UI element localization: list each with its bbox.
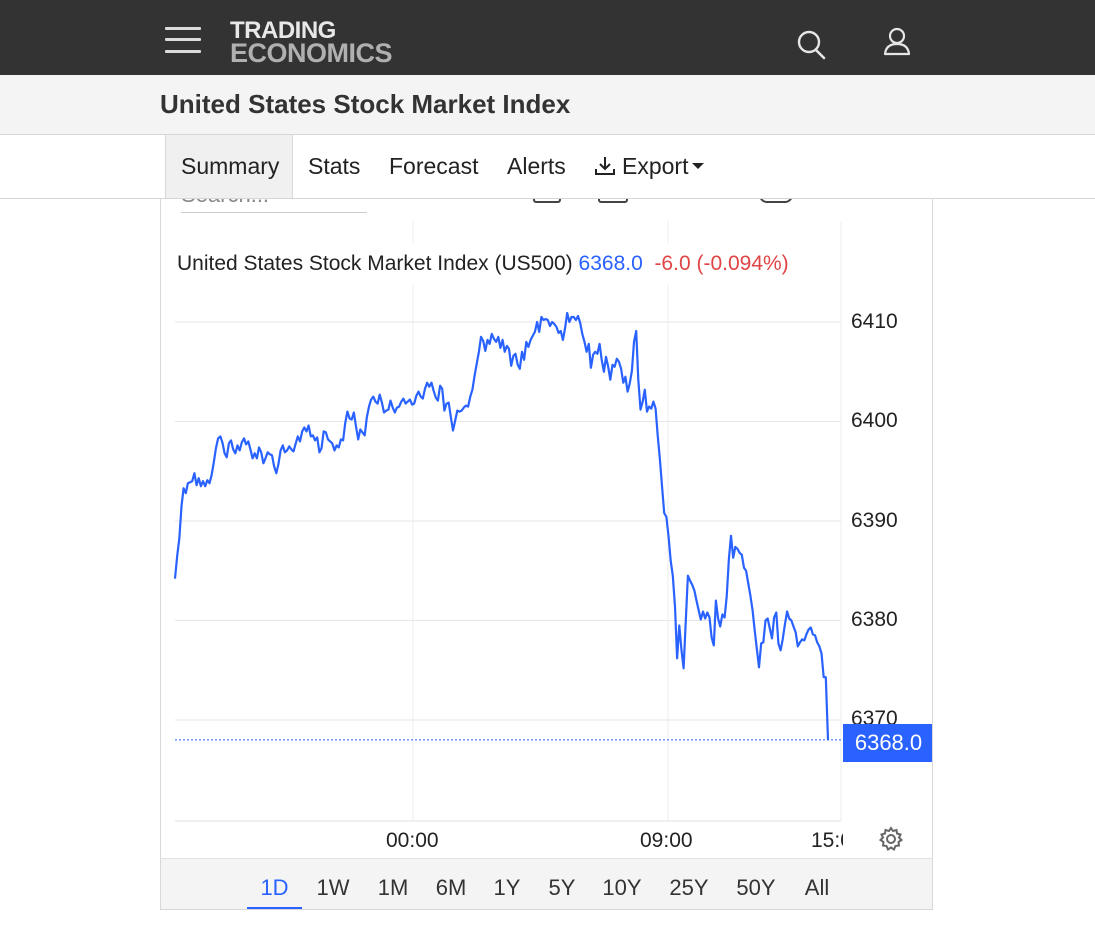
range-all-button[interactable]: All (804, 875, 830, 900)
logo-line-2: ECONOMICS (230, 38, 393, 68)
range-1y-button[interactable]: 1Y (493, 875, 521, 900)
tab-alerts[interactable]: Alerts (507, 135, 566, 198)
legend-price: 6368.0 (578, 252, 643, 275)
y-tick-label: 6400 (851, 409, 898, 432)
legend-series-name: United States Stock Market Index (US500) (177, 252, 573, 275)
range-6m-button[interactable]: 6M (435, 875, 467, 900)
tab-forecast[interactable]: Forecast (389, 135, 478, 198)
user-icon[interactable] (882, 26, 912, 58)
price-chart[interactable] (161, 191, 933, 858)
chart-grid (175, 221, 842, 822)
tab-forecast-label: Forecast (389, 153, 479, 179)
range-5y-button[interactable]: 5Y (548, 875, 576, 900)
top-nav-bar: TRADING ECONOMICS (0, 0, 1095, 75)
logo-line-1: TRADING (230, 17, 336, 44)
range-50y-button[interactable]: 50Y (736, 875, 776, 900)
x-tick-label: 00:00 (386, 829, 439, 852)
x-tick-label: 15:0 (811, 829, 843, 852)
range-1m-button[interactable]: 1M (377, 875, 409, 900)
legend-change: -6.0 (-0.094%) (654, 252, 789, 275)
page-title: United States Stock Market Index (160, 89, 571, 119)
x-tick-label: 09:00 (640, 829, 693, 852)
tab-stats-label: Stats (308, 153, 361, 179)
trading-economics-logo[interactable]: TRADING ECONOMICS (230, 17, 393, 68)
range-25y-button[interactable]: 25Y (669, 875, 709, 900)
download-icon (595, 157, 615, 175)
tab-alerts-label: Alerts (507, 153, 566, 179)
hamburger-menu-icon[interactable] (165, 25, 201, 55)
tab-bar: Summary Stats Forecast Alerts Export (0, 135, 1095, 199)
search-icon[interactable] (796, 29, 826, 61)
tab-stats[interactable]: Stats (308, 135, 360, 198)
title-bar: United States Stock Market Index (0, 75, 1095, 135)
range-1d-button[interactable]: 1D (247, 859, 302, 909)
tab-summary-label: Summary (181, 153, 280, 179)
chevron-down-icon (692, 162, 705, 169)
range-10y-button[interactable]: 10Y (602, 875, 642, 900)
tab-export-label: Export (622, 153, 689, 179)
chart-legend: United States Stock Market Index (US500)… (169, 243, 797, 285)
series-line (173, 311, 830, 740)
y-tick-label: 6380 (851, 608, 898, 631)
tab-export[interactable]: Export (594, 135, 705, 198)
gear-icon[interactable] (877, 825, 905, 853)
y-tick-label: 6410 (851, 310, 898, 333)
range-selector: 1D 1W 1M 6M 1Y 5Y 10Y 25Y 50Y All (161, 858, 932, 909)
range-1w-button[interactable]: 1W (316, 875, 350, 900)
y-tick-label: 6390 (851, 509, 898, 532)
last-price-tag: 6368.0 (843, 724, 932, 762)
tab-summary[interactable]: Summary (165, 135, 293, 198)
chart-container: Search... United States Stock Market Ind… (160, 190, 933, 910)
